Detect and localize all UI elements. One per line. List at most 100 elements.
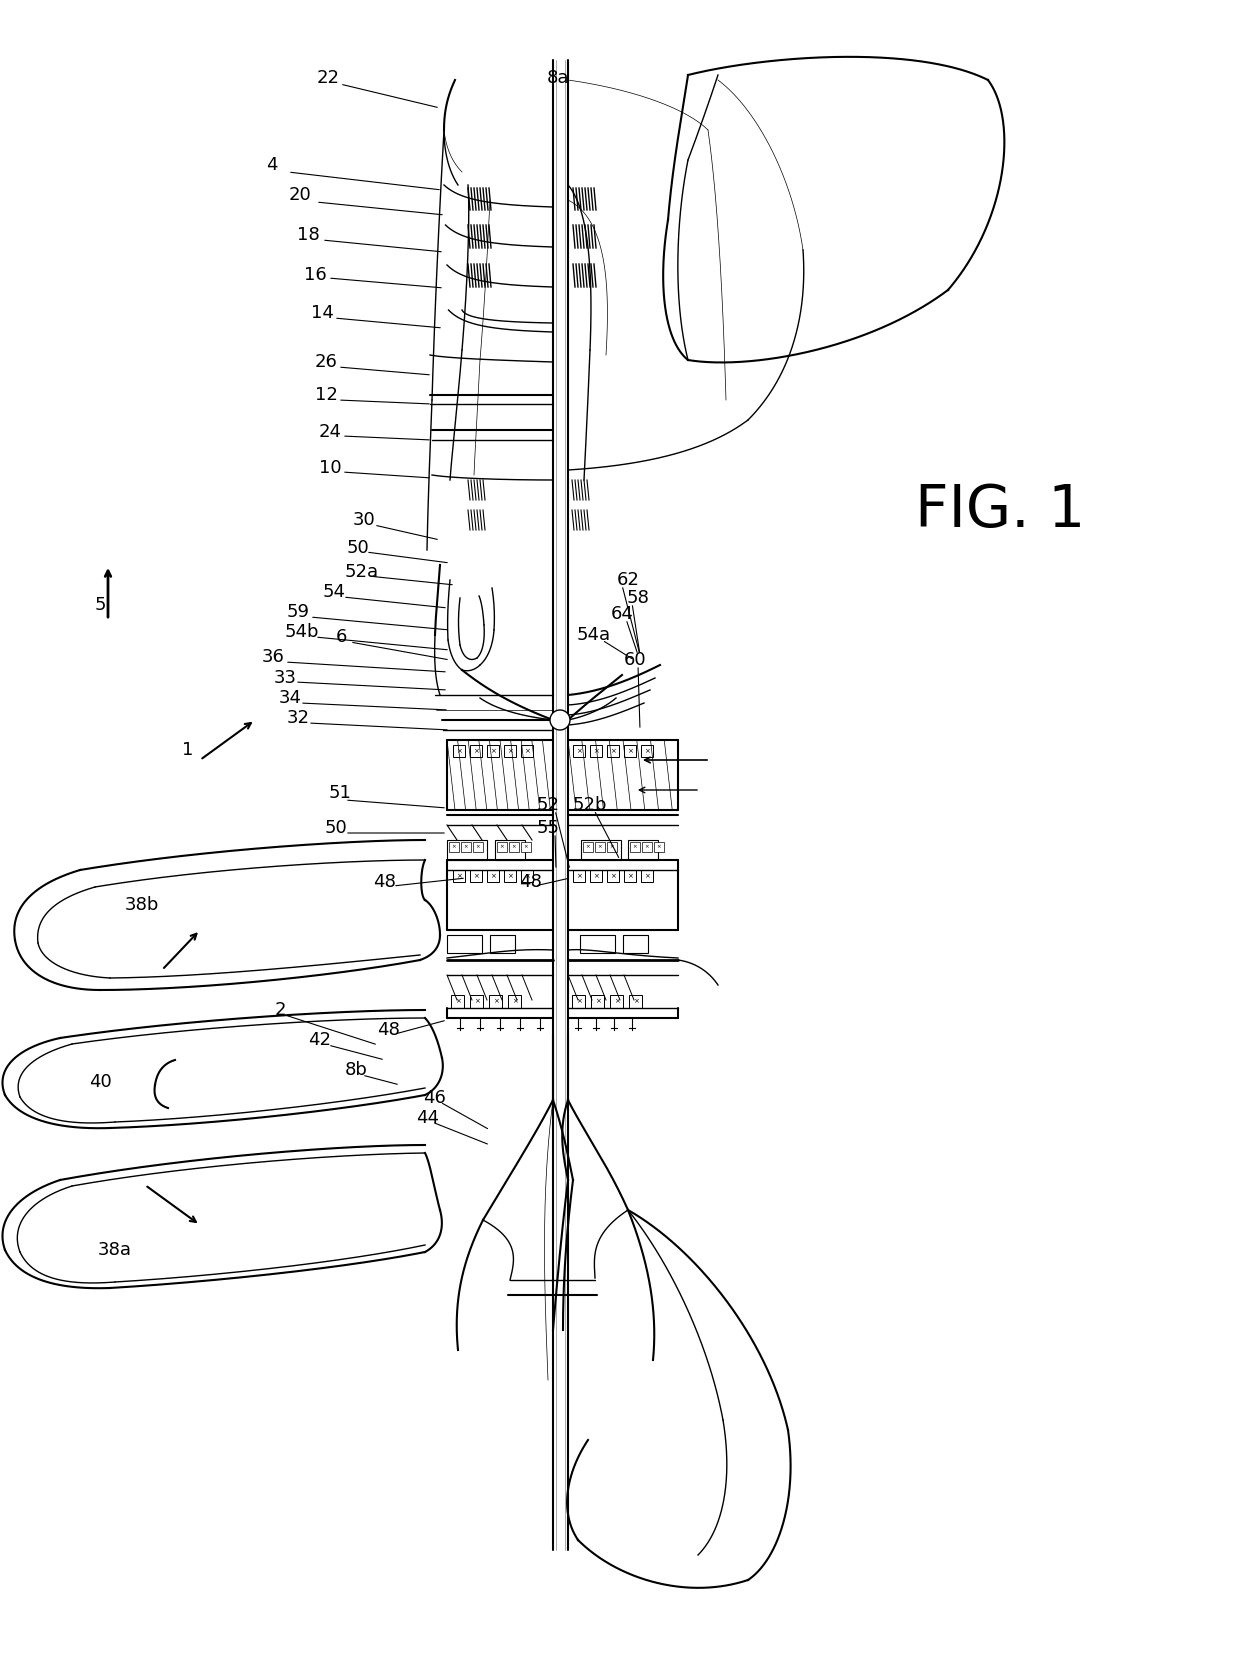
Text: 10: 10 [319,459,341,477]
Bar [641,746,653,757]
Text: 8b: 8b [345,1061,367,1079]
Bar [582,841,621,861]
Text: ×: × [512,999,517,1004]
Text: ×: × [456,872,463,879]
Bar [521,842,531,852]
Text: ×: × [456,747,463,754]
Text: 20: 20 [289,187,311,203]
Text: 58: 58 [626,589,650,607]
Text: 24: 24 [319,424,341,440]
Bar [497,842,507,852]
Text: ×: × [492,999,498,1004]
Bar [453,746,465,757]
Text: ×: × [500,844,505,849]
Text: ×: × [644,747,650,754]
Text: ×: × [575,999,582,1004]
Bar [451,996,464,1007]
Bar [489,996,502,1007]
Text: 2: 2 [274,1001,285,1019]
Text: 52a: 52a [345,564,379,580]
Bar [487,871,498,882]
Bar [490,936,515,952]
Text: ×: × [632,844,637,849]
Bar [472,842,484,852]
Bar [461,842,471,852]
Text: 50: 50 [325,819,347,837]
Text: 26: 26 [315,354,337,370]
Text: ×: × [512,844,516,849]
Bar [608,842,618,852]
Bar [590,871,601,882]
Text: 52: 52 [537,796,559,814]
Bar [591,996,604,1007]
Bar [583,842,593,852]
Text: 51: 51 [329,784,351,802]
Text: 48: 48 [377,1021,399,1039]
Text: ×: × [525,747,529,754]
Text: 14: 14 [310,304,334,322]
Bar [521,871,533,882]
Text: 48: 48 [518,872,542,891]
Bar [610,996,622,1007]
Circle shape [551,711,570,731]
Text: 33: 33 [274,669,296,687]
Text: 48: 48 [373,872,397,891]
Text: 38b: 38b [125,896,159,914]
Text: 40: 40 [88,1073,112,1091]
Text: ×: × [451,844,456,849]
Text: 18: 18 [296,225,320,244]
Bar [642,842,652,852]
Bar [495,841,525,861]
Text: ×: × [525,872,529,879]
Text: 55: 55 [537,819,559,837]
Text: 59: 59 [286,604,310,620]
Text: ×: × [577,747,582,754]
Bar [508,996,521,1007]
Bar [641,871,653,882]
Text: ×: × [490,872,496,879]
Bar [449,842,459,852]
Bar [653,842,663,852]
Text: ×: × [476,844,480,849]
Bar [630,842,640,852]
Bar [627,841,658,861]
Text: ×: × [593,747,599,754]
Text: 54a: 54a [577,626,611,644]
Bar [590,746,601,757]
Text: 32: 32 [286,709,310,727]
Text: ×: × [657,844,661,849]
Bar [521,746,533,757]
Text: 38a: 38a [98,1241,131,1259]
Text: 36: 36 [262,647,284,666]
Text: 46: 46 [424,1089,446,1108]
Text: ×: × [632,999,639,1004]
Bar [470,746,482,757]
Bar [446,936,482,952]
Text: 64: 64 [610,605,634,624]
Text: ×: × [585,844,590,849]
Bar [580,936,615,952]
Text: 8a: 8a [547,68,569,87]
Bar [595,842,605,852]
Text: ×: × [474,999,480,1004]
Text: 34: 34 [279,689,301,707]
Text: 22: 22 [316,68,340,87]
Text: 50: 50 [347,539,370,557]
Text: 5: 5 [94,595,105,614]
Text: 1: 1 [182,741,193,759]
Text: 54b: 54b [285,624,319,641]
Text: 44: 44 [417,1109,439,1128]
Text: ×: × [598,844,603,849]
Text: ×: × [610,844,614,849]
Text: 6: 6 [335,627,347,646]
Bar [470,996,484,1007]
Text: ×: × [507,747,513,754]
Bar [470,871,482,882]
Text: 62: 62 [616,570,640,589]
Text: ×: × [627,747,632,754]
Bar [629,996,642,1007]
Text: 60: 60 [624,651,646,669]
Bar [608,746,619,757]
Text: FIG. 1: FIG. 1 [915,482,1085,539]
Text: ×: × [610,747,616,754]
